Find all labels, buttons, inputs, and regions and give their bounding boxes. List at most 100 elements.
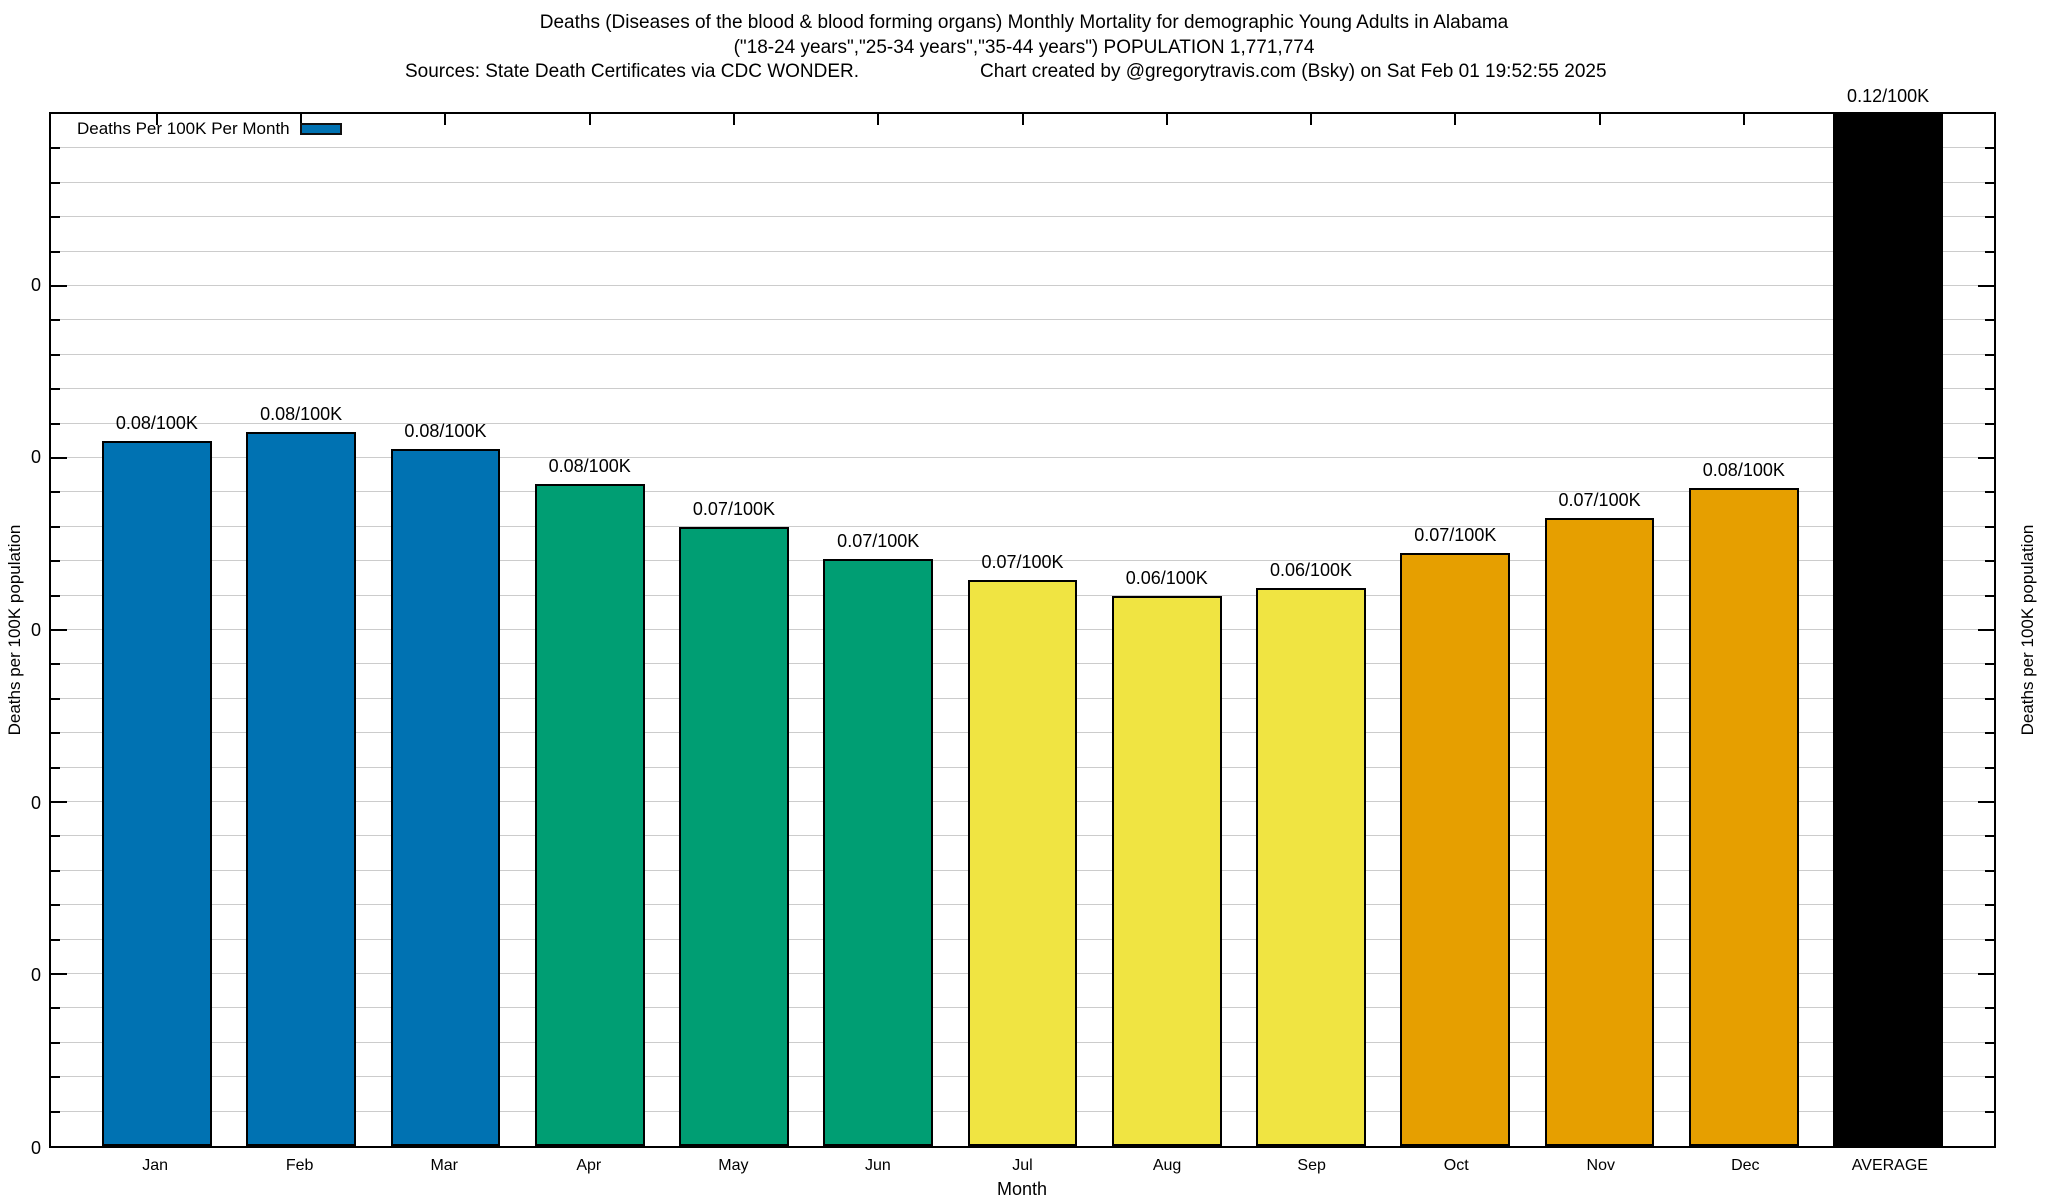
y-axis-tick (1985, 388, 1994, 391)
y-axis-tick (51, 1110, 60, 1113)
y-axis-tick (1985, 766, 1994, 769)
y-axis-tick (51, 422, 60, 425)
y-axis-tick (51, 766, 60, 769)
bar-jun (823, 558, 934, 1146)
y-axis-tick-labels: 0 0 0 0 0 0 (0, 112, 41, 1157)
legend-swatch (299, 123, 342, 135)
bar-sep (1256, 587, 1366, 1146)
x-axis-tick (155, 114, 158, 125)
y-axis-title-left: Deaths per 100K population (5, 524, 24, 736)
y-axis-tick (1978, 801, 1994, 804)
y-axis-tick (51, 1041, 60, 1044)
y-axis-tick (1985, 560, 1994, 563)
bar-may (679, 526, 789, 1146)
y-tick-label: 0 (30, 792, 41, 813)
y-axis-tick (1985, 181, 1994, 184)
y-axis-tick (51, 353, 60, 356)
bar-value-label: 0.06/100K (1269, 559, 1353, 580)
plot-area: Deaths Per 100K Per Month 0.08/100K 0.08/… (49, 86, 1996, 1148)
bar-nov (1544, 518, 1655, 1146)
x-axis-tick (1165, 114, 1168, 125)
y-axis-tick (1985, 1110, 1994, 1113)
y-axis-tick (1978, 629, 1994, 631)
x-tick-label: Feb (285, 1157, 314, 1174)
x-tick-label: Jul (1012, 1157, 1033, 1174)
bar-value-label: 0.07/100K (981, 552, 1064, 573)
y-axis-tick (1985, 319, 1994, 322)
y-axis-tick (51, 250, 60, 253)
y-axis-tick (1985, 491, 1994, 494)
y-axis-tick (51, 181, 60, 184)
bar-average (1833, 114, 1943, 1146)
y-axis-tick (1985, 1007, 1994, 1010)
x-tick-label: Oct (1443, 1157, 1469, 1174)
y-axis-tick (51, 216, 60, 219)
bar-value-label: 0.08/100K (548, 455, 631, 476)
y-axis-tick (1985, 525, 1994, 528)
y-axis-tick (51, 629, 67, 631)
y-tick-label: 0 (30, 965, 41, 986)
y-axis-tick (1985, 904, 1994, 907)
y-tick-label: 0 (30, 447, 41, 468)
chart-title-line2: ("18-24 years","25-34 years","35-44 year… (733, 37, 1315, 58)
x-axis-tick (444, 114, 447, 125)
y-axis-tick (1985, 422, 1994, 425)
y-axis-tick (51, 319, 60, 322)
x-axis-title: Month (996, 1179, 1048, 1199)
y-axis-tick (51, 1076, 60, 1079)
y-axis-tick (1985, 594, 1994, 597)
y-axis-tick (1985, 869, 1994, 872)
bar-feb (246, 432, 357, 1146)
y-axis-tick (51, 285, 67, 287)
y-axis-tick (1985, 697, 1994, 700)
y-axis-tick (1985, 353, 1994, 356)
y-axis-tick (51, 973, 67, 976)
bar-value-label: 0.07/100K (1414, 524, 1497, 545)
y-gridline (51, 285, 1994, 286)
y-axis-tick (51, 663, 60, 666)
y-axis-tick (51, 904, 60, 907)
y-axis-tick (51, 457, 67, 460)
y-gridline (51, 353, 1994, 355)
bar-value-label: 0.08/100K (1702, 460, 1785, 481)
x-tick-label: Sep (1297, 1157, 1326, 1174)
y-axis-tick (1985, 835, 1994, 838)
y-axis-tick (1985, 216, 1994, 219)
bar-oct (1400, 552, 1511, 1146)
y-axis-tick (51, 835, 60, 838)
y-axis-tick (1985, 1041, 1994, 1044)
x-axis-tick (1454, 114, 1457, 125)
y-axis-tick (1985, 147, 1994, 150)
bar-value-label: 0.12/100K (1847, 86, 1930, 106)
x-tick-label: Nov (1586, 1157, 1615, 1174)
bar-apr (534, 483, 645, 1146)
y-axis-tick (1985, 938, 1994, 941)
x-axis-tick (1310, 114, 1313, 125)
x-tick-label: Aug (1152, 1157, 1182, 1174)
credit-note: Chart created by @gregorytravis.com (Bsk… (980, 61, 1607, 82)
x-axis-tick (300, 114, 303, 125)
bar-mar (390, 449, 501, 1146)
bar-value-label: 0.08/100K (115, 412, 198, 433)
y-axis-tick (51, 388, 60, 391)
x-axis-tick (877, 114, 880, 125)
x-tick-label: Apr (576, 1157, 602, 1174)
x-tick-label: Mar (430, 1157, 459, 1174)
y-axis-tick (51, 594, 60, 597)
y-gridline (51, 491, 1994, 493)
legend-label: Deaths Per 100K Per Month (77, 119, 290, 138)
x-tick-label: May (718, 1157, 749, 1174)
x-tick-label: AVERAGE (1851, 1157, 1928, 1174)
y-axis-tick (1978, 973, 1994, 976)
y-axis-tick (51, 147, 60, 150)
bar-jan (102, 440, 212, 1146)
y-axis-tick (51, 938, 60, 941)
bar-value-label: 0.06/100K (1125, 567, 1208, 588)
y-gridline (51, 250, 1994, 252)
y-gridline (51, 181, 1994, 183)
y-gridline (51, 525, 1994, 527)
x-tick-label: Dec (1731, 1157, 1760, 1174)
bar-value-label: 0.07/100K (837, 530, 920, 551)
y-axis-tick (1978, 285, 1994, 287)
bar-value-label: 0.07/100K (692, 498, 775, 519)
